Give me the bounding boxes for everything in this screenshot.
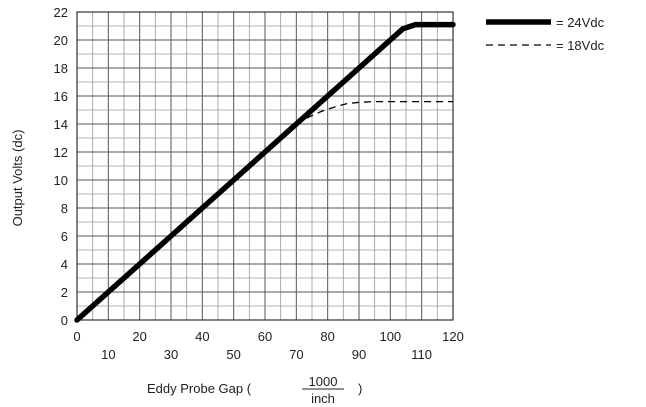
y-tick-label: 14 [54, 117, 68, 132]
y-tick-label: 8 [61, 201, 68, 216]
legend-label-2: = 18Vdc [556, 38, 605, 53]
x-axis-label-denominator: inch [311, 391, 335, 406]
x-tick-label: 120 [442, 329, 464, 344]
legend-label-1: = 24Vdc [556, 15, 605, 30]
x-tick-label: 40 [195, 329, 209, 344]
y-tick-label: 22 [54, 5, 68, 20]
y-tick-label: 6 [61, 229, 68, 244]
x-tick-label: 100 [379, 329, 401, 344]
y-tick-label: 16 [54, 89, 68, 104]
grid [76, 11, 454, 321]
y-tick-label: 4 [61, 257, 68, 272]
x-tick-label: 80 [320, 329, 334, 344]
series-lines [74, 21, 456, 323]
y-tick-labels: 0 2 4 6 8 10 12 14 16 18 20 22 [54, 5, 68, 328]
y-axis-label: Output Volts (dc) [10, 130, 25, 227]
y-tick-label: 18 [54, 61, 68, 76]
x-tick-label: 70 [289, 347, 303, 362]
y-tick-label: 10 [54, 173, 68, 188]
y-tick-label: 0 [61, 313, 68, 328]
plot-frame [76, 11, 454, 321]
x-axis-label-numerator: 1000 [309, 374, 338, 389]
x-tick-label: 0 [73, 329, 80, 344]
x-tick-label: 10 [101, 347, 115, 362]
x-tick-label: 50 [226, 347, 240, 362]
y-tick-label: 2 [61, 285, 68, 300]
x-tick-label: 30 [164, 347, 178, 362]
x-tick-labels: 0 20 40 60 80 100 120 10 30 50 70 90 110 [73, 329, 463, 362]
y-tick-label: 12 [54, 145, 68, 160]
x-tick-label: 60 [258, 329, 272, 344]
legend: = 24Vdc = 18Vdc [486, 15, 605, 53]
x-tick-label: 90 [352, 347, 366, 362]
y-tick-label: 20 [54, 33, 68, 48]
x-tick-label: 20 [132, 329, 146, 344]
series-line-2 [295, 100, 453, 125]
x-axis-label: Eddy Probe Gap ( 1000 inch ) [147, 374, 362, 406]
x-axis-label-close: ) [358, 381, 362, 396]
x-axis-label-text: Eddy Probe Gap ( [147, 381, 252, 396]
x-tick-label: 110 [411, 347, 432, 362]
